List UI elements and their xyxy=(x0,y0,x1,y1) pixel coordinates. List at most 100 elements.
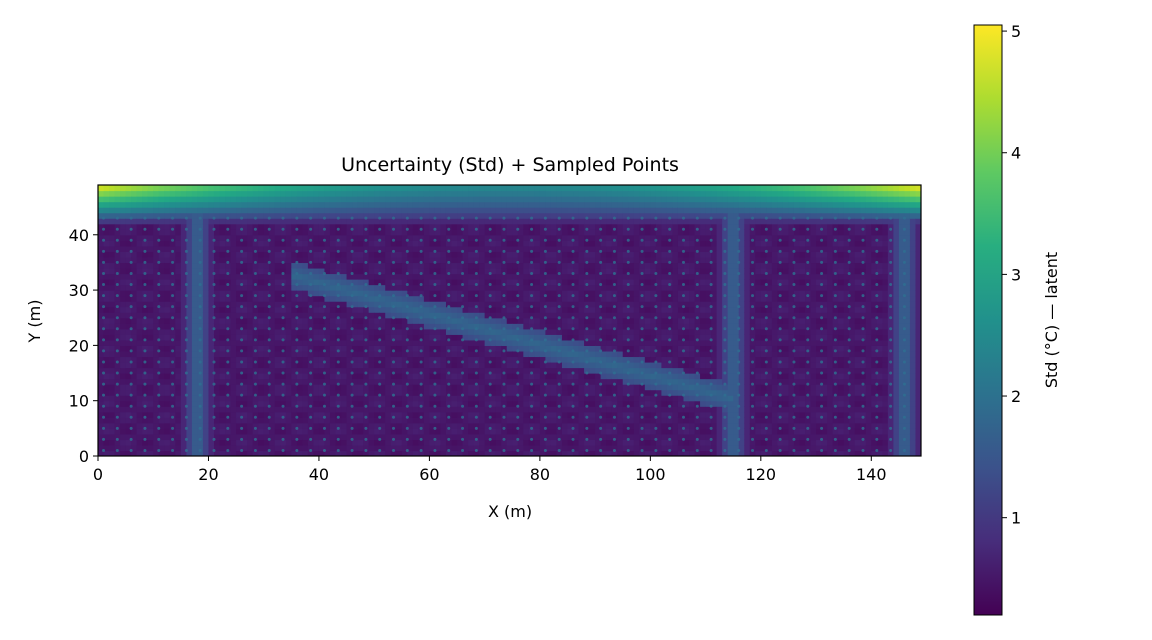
heatmap-cell xyxy=(103,185,110,192)
heatmap-cell xyxy=(225,373,232,380)
heatmap-cell xyxy=(335,433,342,441)
heatmap-cell xyxy=(363,245,370,252)
heatmap-cell xyxy=(164,273,171,280)
heatmap-cell xyxy=(468,444,475,452)
heatmap-cell xyxy=(633,196,640,203)
heatmap-cell xyxy=(352,201,359,208)
heatmap-cell xyxy=(142,267,149,275)
heatmap-cell xyxy=(617,256,624,264)
heatmap-cell xyxy=(247,389,254,396)
heatmap-cell xyxy=(600,317,607,324)
heatmap-cell xyxy=(202,301,210,308)
heatmap-cell xyxy=(457,384,464,391)
heatmap-cell xyxy=(213,400,221,407)
heatmap-cell xyxy=(153,267,160,275)
heatmap-cell xyxy=(164,450,171,456)
heatmap-cell xyxy=(318,295,326,302)
heatmap-cell xyxy=(352,328,359,335)
heatmap-cell xyxy=(313,378,320,385)
heatmap-cell xyxy=(639,196,646,203)
heatmap-cell xyxy=(341,411,348,418)
heatmap-cell xyxy=(556,312,563,319)
heatmap-cell xyxy=(241,229,248,236)
heatmap-cell xyxy=(131,339,138,346)
heatmap-cell xyxy=(169,185,176,192)
heatmap-cell xyxy=(291,185,298,192)
heatmap-cell xyxy=(412,240,419,247)
heatmap-cell xyxy=(131,328,138,335)
heatmap-cell xyxy=(534,234,541,241)
heatmap-cell xyxy=(567,301,574,308)
heatmap-cell xyxy=(147,323,154,330)
heatmap-cell xyxy=(368,295,375,302)
heatmap-cell xyxy=(329,378,337,385)
heatmap-cell xyxy=(440,439,447,446)
heatmap-cell xyxy=(274,339,281,346)
heatmap-cell xyxy=(506,284,513,291)
heatmap-cell xyxy=(396,450,403,456)
heatmap-cell xyxy=(407,367,414,374)
heatmap-cell xyxy=(550,312,558,319)
heatmap-cell xyxy=(329,279,337,286)
heatmap-cell xyxy=(457,301,464,308)
heatmap-cell xyxy=(600,284,607,291)
heatmap-cell xyxy=(352,190,359,197)
heatmap-cell xyxy=(363,439,370,446)
heatmap-cell xyxy=(329,251,337,258)
heatmap-cell xyxy=(285,439,292,446)
heatmap-cell xyxy=(573,339,580,346)
heatmap-cell xyxy=(363,339,370,346)
heatmap-cell xyxy=(506,267,513,275)
heatmap-cell xyxy=(556,334,563,341)
heatmap-cell xyxy=(258,323,265,330)
heatmap-cell xyxy=(595,422,602,429)
heatmap-cell xyxy=(269,256,276,264)
heatmap-cell xyxy=(451,428,458,435)
heatmap-cell xyxy=(374,223,381,230)
heatmap-cell xyxy=(418,190,425,197)
heatmap-cell xyxy=(512,256,519,264)
heatmap-cell xyxy=(423,417,431,424)
heatmap-cell xyxy=(296,256,303,264)
heatmap-cell xyxy=(617,301,624,308)
heatmap-cell xyxy=(589,439,596,446)
heatmap-cell xyxy=(296,395,303,402)
heatmap-cell xyxy=(313,417,320,424)
heatmap-cell xyxy=(429,245,436,252)
heatmap-cell xyxy=(556,212,563,219)
heatmap-cell xyxy=(142,439,149,446)
heatmap-cell xyxy=(285,411,292,418)
heatmap-cell xyxy=(180,328,187,335)
heatmap-cell xyxy=(307,323,315,330)
heatmap-cell xyxy=(352,422,359,429)
heatmap-cell xyxy=(379,317,386,324)
heatmap-cell xyxy=(473,444,480,452)
heatmap-cell xyxy=(125,422,132,429)
heatmap-cell xyxy=(258,290,265,297)
heatmap-cell xyxy=(440,378,447,385)
heatmap-cell xyxy=(385,334,392,341)
heatmap-cell xyxy=(125,279,132,286)
heatmap-cell xyxy=(396,422,403,429)
heatmap-cell xyxy=(523,185,530,192)
heatmap-cell xyxy=(186,201,193,208)
heatmap-cell xyxy=(285,328,292,335)
heatmap-cell xyxy=(622,185,629,192)
heatmap-cell xyxy=(274,433,281,441)
heatmap-cell xyxy=(622,444,629,452)
heatmap-cell xyxy=(368,345,375,352)
heatmap-cell xyxy=(258,345,265,352)
heatmap-cell xyxy=(98,301,105,308)
heatmap-cell xyxy=(114,444,121,452)
heatmap-cell xyxy=(131,284,138,291)
heatmap-cell xyxy=(352,218,359,225)
heatmap-cell xyxy=(396,290,403,297)
heatmap-cell xyxy=(125,328,132,335)
heatmap-cell xyxy=(263,444,270,452)
heatmap-cell xyxy=(534,229,541,236)
heatmap-cell xyxy=(208,411,215,418)
heatmap-cell xyxy=(147,196,154,203)
heatmap-cell xyxy=(567,262,574,269)
heatmap-cell xyxy=(352,378,359,385)
heatmap-cell xyxy=(313,185,320,192)
